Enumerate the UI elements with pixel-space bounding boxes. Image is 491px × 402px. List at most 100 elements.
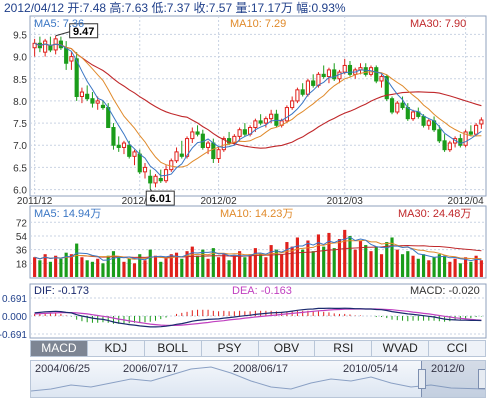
navigator-right-handle[interactable] (478, 369, 485, 389)
volume-bar (332, 248, 336, 277)
tab-wvad[interactable]: WVAD (372, 341, 430, 356)
candle-body (379, 76, 384, 82)
ma10-line (34, 42, 482, 168)
navigator-history-line (31, 366, 485, 392)
tab-kdj[interactable]: KDJ (88, 341, 145, 356)
candle-body (426, 120, 431, 126)
candle-body (205, 142, 211, 148)
timeline-navigator[interactable]: 2004/06/25 2006/07/17 2008/06/17 2010/05… (30, 360, 486, 398)
candle-body (211, 142, 216, 160)
volume-bar (259, 254, 263, 277)
tab-obv[interactable]: OBV (259, 341, 316, 356)
volume-bar (232, 255, 236, 277)
candle-body (321, 73, 326, 78)
tab-boll[interactable]: BOLL (145, 341, 202, 356)
candle-body (347, 64, 353, 75)
candle-x-label: 2011/12 (17, 196, 53, 207)
low-label-box (145, 190, 175, 206)
vol-legend-ma5: MA5: 14.94万 (34, 208, 101, 220)
macd-legend-dif: DIF: -0.173 (34, 285, 89, 297)
nav-date-2: 2006/07/17 (123, 363, 179, 375)
macd-y-tick-label: 0.000 (2, 312, 27, 323)
candles (32, 35, 484, 190)
volume-bar (479, 260, 483, 277)
candle-body (474, 124, 479, 135)
volume-bar (395, 249, 399, 277)
candle-body (190, 131, 195, 140)
tab-psy[interactable]: PSY (202, 341, 259, 356)
candle-body (263, 118, 268, 124)
volume-bar (437, 254, 441, 277)
volume-bar (143, 260, 147, 277)
volume-bar (285, 242, 289, 277)
volume-bar (206, 258, 210, 277)
volume-bar (227, 260, 231, 277)
indicator-tabs: MACD KDJ BOLL PSY OBV RSI WVAD CCI (30, 340, 486, 357)
candle-body (116, 144, 121, 148)
legend-ma10: MA10: 7.29 (230, 18, 286, 30)
volume-bar (38, 260, 42, 277)
low-label: 6.01 (150, 193, 171, 205)
navigator-selection[interactable] (421, 361, 485, 397)
candle-body (195, 131, 200, 135)
candle-body (127, 144, 132, 157)
candle-body (311, 80, 316, 86)
volume-bar (80, 257, 84, 277)
candle-body (395, 102, 400, 113)
volume-bar (432, 257, 436, 277)
volume-y-tick-label: 72 (16, 218, 28, 229)
nav-date-3: 2008/06/17 (233, 363, 289, 375)
candle-x-labels: 2011/12 2012/01 2012/02 2012/03 2012/04 (17, 196, 484, 207)
volume-bar (290, 246, 294, 277)
macd-y-tick-label: -0.691 (0, 330, 27, 340)
volume-bar (117, 257, 121, 277)
volume-bar (474, 255, 478, 277)
volume-bar (464, 257, 468, 277)
dea-line (34, 308, 482, 326)
navigator-left-handle[interactable] (418, 369, 426, 389)
candle-body (458, 138, 463, 146)
ma30-line (34, 42, 482, 149)
candle-y-tick-label: 8.5 (13, 75, 27, 86)
candle-body (405, 107, 410, 120)
candle-body (374, 67, 379, 82)
candle-body (169, 160, 174, 171)
candle-y-ticks: 9.5 9.0 8.5 8.0 7.5 7.0 6.5 6.0 (13, 30, 27, 196)
volume-bar (327, 232, 331, 277)
volume-bar (400, 254, 405, 277)
candle-body (274, 113, 279, 126)
volume-bar (164, 257, 168, 277)
candle-x-label: 2012/02 (201, 196, 238, 207)
candle-body (479, 119, 484, 125)
candle-body (184, 138, 190, 157)
candle-body (174, 151, 179, 162)
candle-body (442, 140, 447, 151)
candle-y-tick-label: 6.5 (13, 163, 27, 174)
tab-macd[interactable]: MACD (31, 341, 88, 356)
volume-y-tick-label: 18 (16, 259, 28, 270)
volume-bar (353, 249, 357, 277)
legend-ma5: MA5: 7.36 (34, 18, 84, 30)
candle-y-tick-label: 9.5 (13, 30, 27, 41)
volume-bar (358, 240, 363, 277)
candle-body (332, 69, 337, 80)
volume-bar (443, 255, 447, 277)
volume-bar (427, 260, 431, 277)
volume-bar (75, 243, 79, 277)
volume-bar (69, 254, 73, 277)
candle-y-tick-label: 8.0 (13, 97, 27, 108)
quote-info: 2012/04/12 开:7.48 高:7.63 低:7.37 收:7.57 量… (4, 0, 346, 15)
vol-legend-ma30: MA30: 24.48万 (398, 208, 471, 220)
tab-cci[interactable]: CCI (446, 341, 468, 355)
volume-bar (453, 258, 457, 277)
volume-bar (248, 254, 252, 277)
macd-legend-dea: DEA: -0.163 (232, 285, 292, 297)
volume-bar (201, 249, 205, 277)
volume-bar (127, 258, 131, 277)
candle-body (258, 120, 263, 124)
candle-body (410, 111, 416, 120)
volume-bar (101, 263, 105, 277)
tab-rsi[interactable]: RSI (315, 341, 373, 356)
candle-body (64, 47, 69, 64)
